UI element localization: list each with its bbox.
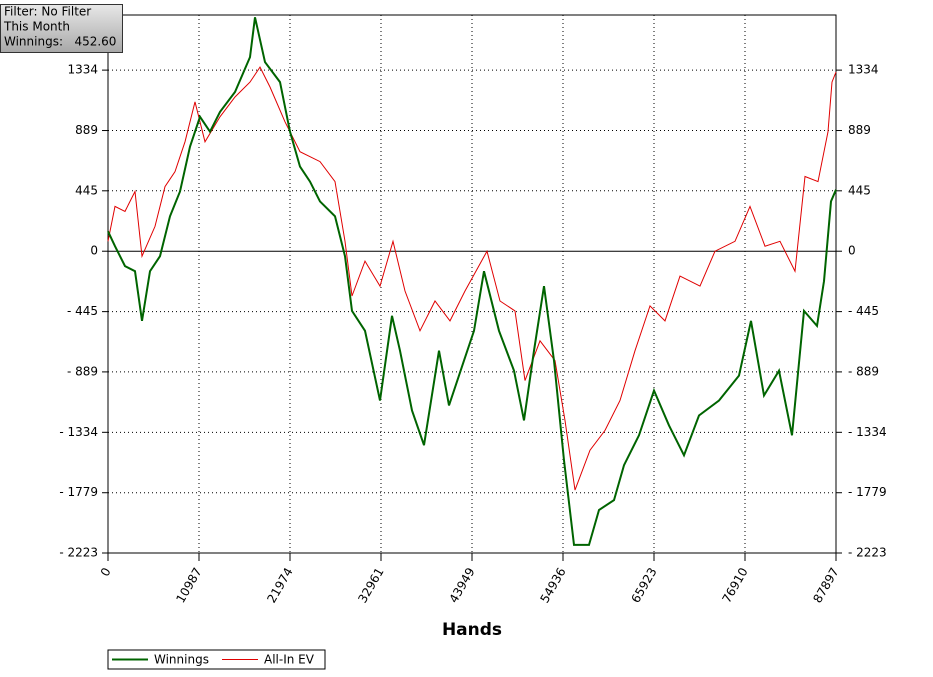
y-tick-label: 0 — [90, 244, 98, 258]
x-tick-label: 32961 — [355, 565, 386, 605]
y2-tick-label: - 1779 — [848, 485, 887, 499]
info-background — [0, 4, 123, 53]
y2-tick-label: - 889 — [848, 364, 879, 378]
x-tick-label: 43949 — [446, 565, 477, 605]
y-tick-label: - 889 — [67, 364, 98, 378]
y-tick-label: - 1334 — [59, 425, 98, 439]
info-line: Winnings: 452.60 — [4, 35, 116, 49]
info-line: This Month — [3, 20, 70, 34]
x-tick-label: 54936 — [537, 565, 568, 605]
x-axis-label: Hands — [442, 620, 502, 640]
y2-tick-label: - 2223 — [848, 546, 887, 560]
info-line: Filter: No Filter — [4, 5, 91, 19]
y2-tick-label: - 1334 — [848, 425, 887, 439]
y2-tick-label: 889 — [848, 123, 871, 137]
legend-box — [107, 649, 326, 670]
x-tick-label: 65923 — [628, 565, 659, 605]
legend-label: Winnings — [154, 653, 209, 667]
x-tick-label: 0 — [98, 565, 114, 579]
y-tick-label: - 2223 — [59, 546, 98, 560]
x-tick-label: 76910 — [719, 565, 750, 605]
y-tick-label: - 1779 — [59, 485, 98, 499]
y-tick-label: 1334 — [67, 63, 98, 77]
legend-label: All-In EV — [264, 653, 315, 667]
y-tick-label: - 445 — [67, 304, 98, 318]
series-line — [107, 66, 837, 491]
y2-tick-label: - 445 — [848, 304, 879, 318]
y-tick-label: 889 — [75, 123, 98, 137]
series-line — [107, 17, 837, 546]
y2-tick-label: 1334 — [848, 63, 879, 77]
legend: Winnings All-In EV — [107, 649, 326, 670]
x-tick-label: 87897 — [810, 565, 841, 605]
x-tick-label: 10987 — [173, 565, 204, 605]
y-tick-label: 445 — [75, 183, 98, 197]
x-tick-label: 21974 — [264, 565, 295, 605]
y2-tick-label: 445 — [848, 183, 871, 197]
y2-tick-label: 0 — [848, 244, 856, 258]
